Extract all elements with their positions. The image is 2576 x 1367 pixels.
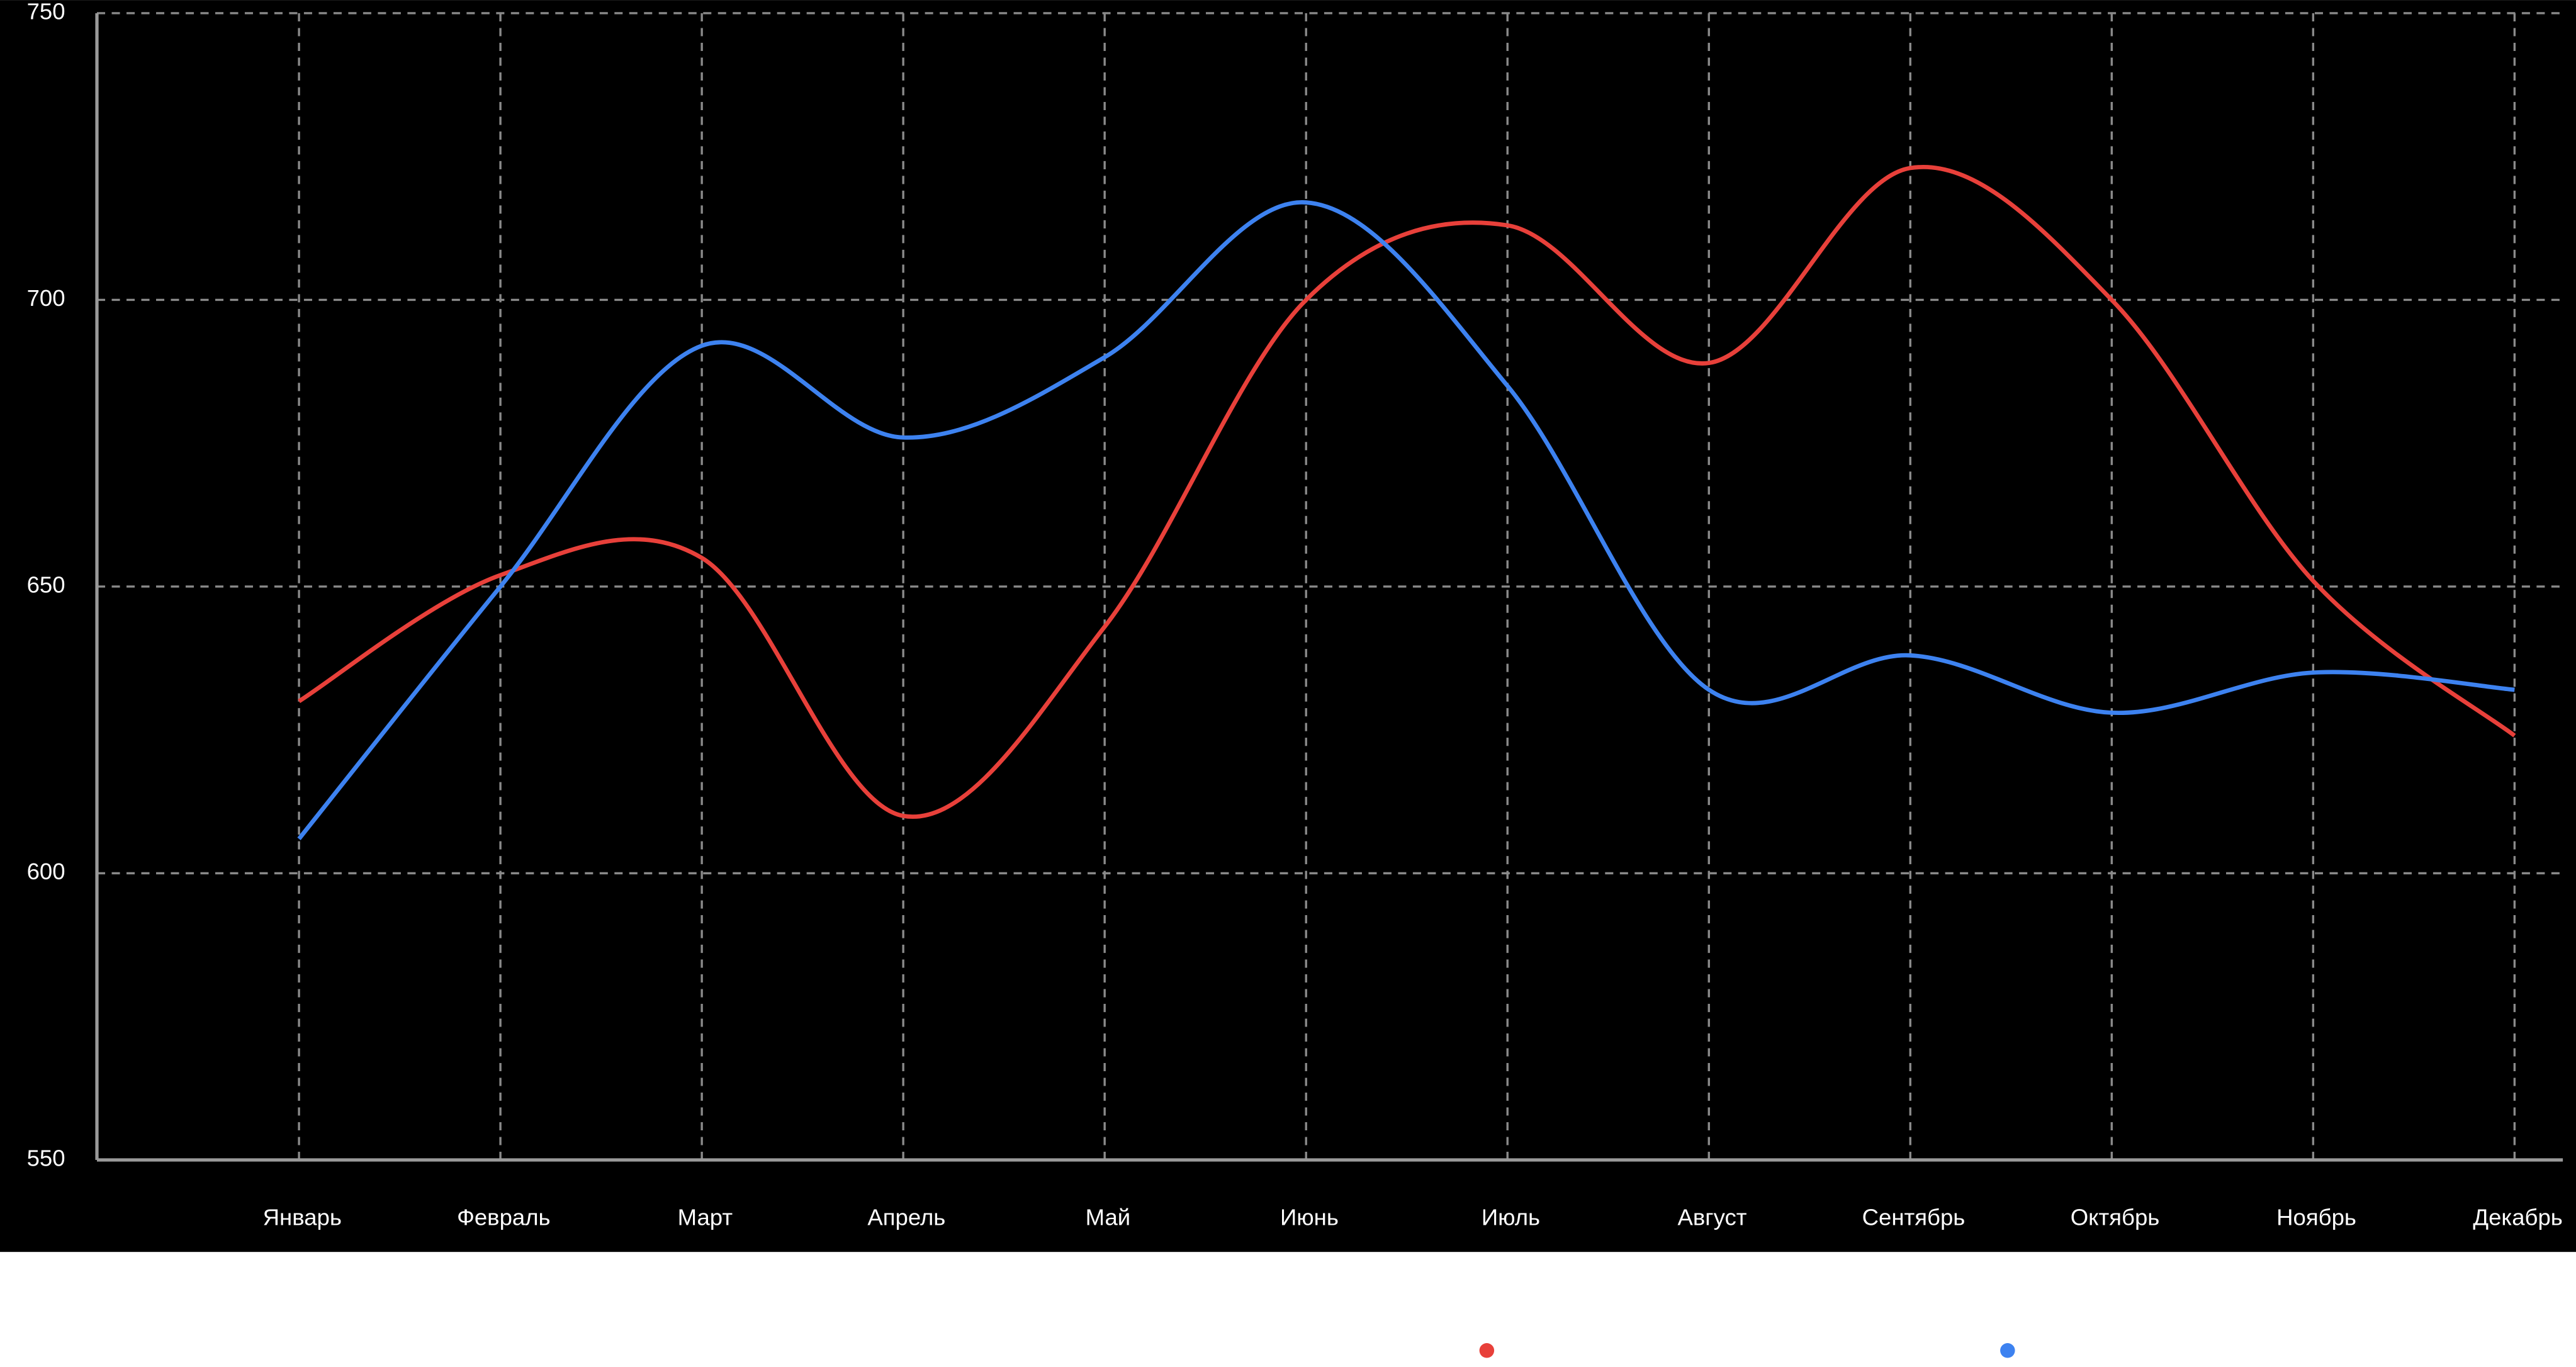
line-series	[298, 165, 2516, 819]
x-tick-label: Декабрь	[2473, 1205, 2562, 1230]
y-tick-label: 650	[27, 572, 65, 598]
x-tick-label: Январь	[263, 1205, 342, 1230]
x-tick-label: Июнь	[1280, 1205, 1339, 1230]
x-tick-label: Август	[1678, 1205, 1747, 1230]
x-tick-label: Июль	[1482, 1205, 1540, 1230]
lines	[297, 165, 2516, 840]
x-tick-label: Март	[678, 1205, 733, 1230]
x-tick-label: Апрель	[867, 1205, 945, 1230]
x-tick-label: Май	[1086, 1205, 1131, 1230]
y-tick-label: 750	[27, 0, 65, 25]
legend	[1479, 1343, 2015, 1358]
grid	[95, 12, 2563, 1162]
plot-background	[0, 0, 2576, 1252]
legend-marker	[2000, 1343, 2015, 1358]
x-tick-label: Ноябрь	[2276, 1205, 2356, 1230]
y-tick-label: 700	[27, 285, 65, 311]
legend-marker	[1479, 1343, 1495, 1358]
y-tick-label: 600	[27, 858, 65, 884]
line-series	[297, 200, 2515, 840]
x-tick-label: Октябрь	[2071, 1205, 2160, 1230]
x-tick-label: Февраль	[457, 1205, 550, 1230]
labels: 550 600 650 700 750 Январь Февраль Март Апрель Ма…	[27, 0, 2563, 1230]
y-tick-label: 550	[27, 1145, 65, 1171]
x-tick-label: Сентябрь	[1862, 1205, 1966, 1230]
